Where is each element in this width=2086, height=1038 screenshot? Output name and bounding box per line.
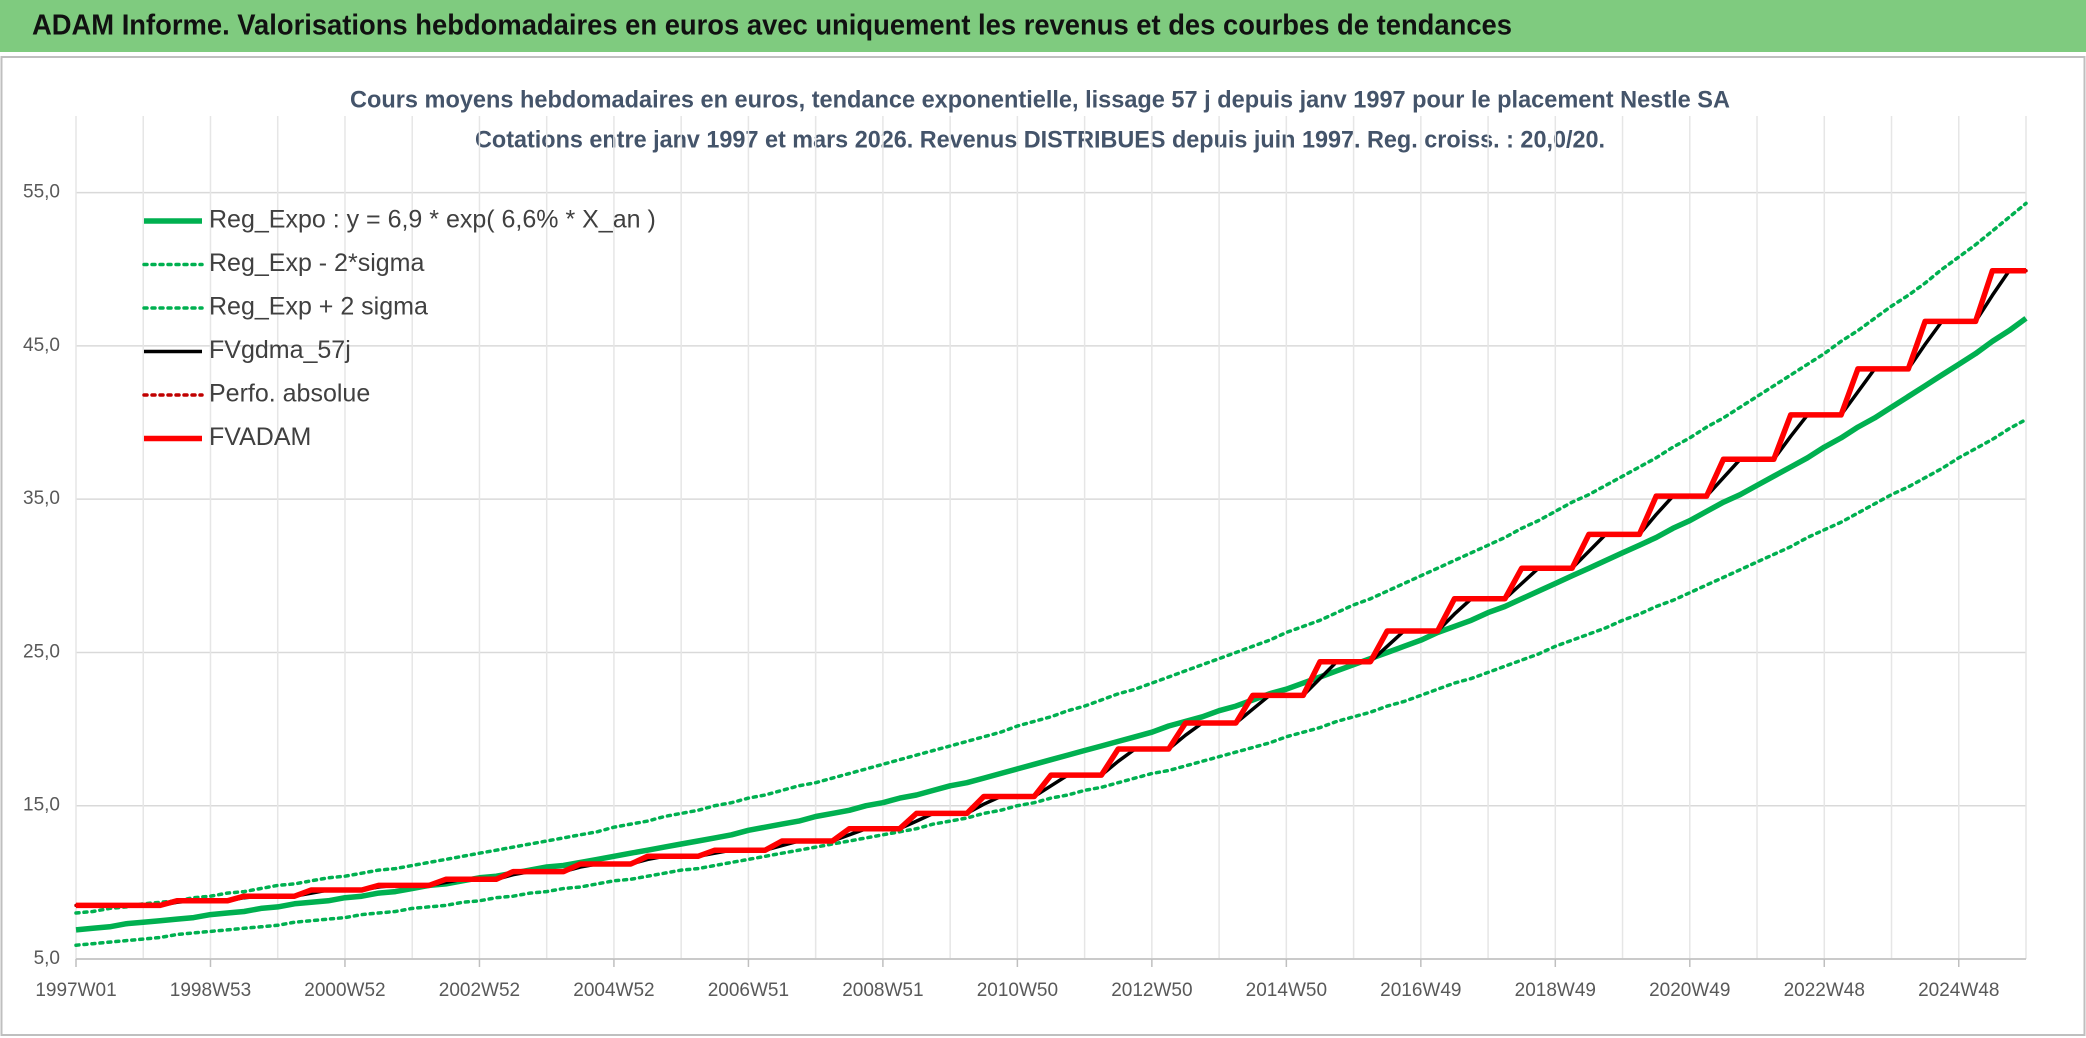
legend-label: Reg_Expo : y = 6,9 * exp( 6,6% * X_an ) [209,206,656,234]
y-tick-label: 5,0 [34,948,60,969]
legend-label: FVADAM [209,423,311,451]
x-tick-label: 2008W51 [842,980,923,1001]
x-tick-label: 2020W49 [1649,980,1730,1001]
x-tick-label: 1998W53 [170,980,251,1001]
legend-label: Reg_Exp + 2 sigma [209,293,428,321]
series-line [75,316,2028,933]
x-tick-label: 2006W51 [708,980,789,1001]
x-tick-label: 1997W01 [35,980,116,1001]
x-tick-label: 2000W52 [304,980,385,1001]
header-bar [0,0,2086,52]
legend-label: Perfo. absolue [209,380,370,408]
x-tick-label: 2004W52 [573,980,654,1001]
x-tick-label: 2012W50 [1111,980,1192,1001]
series-line [76,268,2026,909]
x-tick-label: 2018W49 [1515,980,1596,1001]
x-tick-label: 2014W50 [1246,980,1327,1001]
series-line [74,417,2028,947]
x-tick-label: 2002W52 [439,980,520,1001]
series-line [74,201,2028,915]
x-tick-label: 2024W48 [1918,980,1999,1001]
y-tick-label: 25,0 [23,641,60,662]
y-tick-label: 35,0 [23,488,60,509]
legend-label: FVgdma_57j [209,336,351,364]
legend-label: Reg_Exp - 2*sigma [209,249,424,277]
x-tick-label: 2016W49 [1380,980,1461,1001]
y-tick-label: 15,0 [23,795,60,816]
x-tick-label: 2010W50 [977,980,1058,1001]
chart-frame [0,56,2086,1036]
x-tick-label: 2022W48 [1784,980,1865,1001]
chart-subtitle: Cotations entre janv 1997 et mars 2026. … [475,126,1605,153]
chart-title: Cours moyens hebdomadaires en euros, ten… [350,86,1730,113]
y-tick-label: 45,0 [23,335,60,356]
y-tick-label: 55,0 [23,182,60,203]
header-title: ADAM Informe. Valorisations hebdomadaire… [32,10,1512,42]
